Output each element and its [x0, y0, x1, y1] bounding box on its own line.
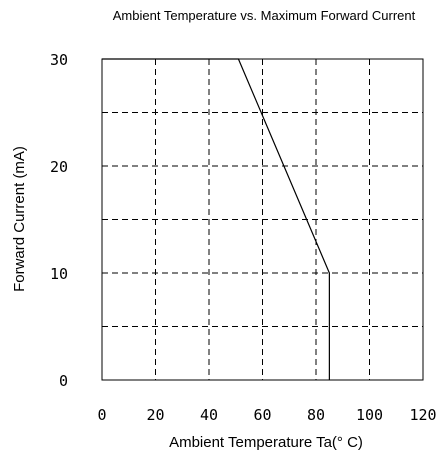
y-tick-labels: 0 10 20 30	[50, 51, 68, 390]
grid	[102, 59, 423, 380]
y-tick-label: 0	[59, 372, 68, 390]
x-tick-label: 60	[253, 406, 271, 424]
x-tick-label: 80	[307, 406, 325, 424]
y-axis-label: Forward Current (mA)	[11, 146, 28, 292]
y-tick-label: 20	[50, 158, 68, 176]
x-tick-label: 120	[409, 406, 436, 424]
y-tick-label: 30	[50, 51, 68, 69]
chart-title: Ambient Temperature vs. Maximum Forward …	[113, 8, 416, 23]
x-tick-label: 40	[200, 406, 218, 424]
x-tick-label: 0	[97, 406, 106, 424]
plot-frame	[101, 58, 424, 381]
y-tick-label: 10	[50, 265, 68, 283]
series-line	[102, 58, 330, 380]
x-tick-labels: 0 20 40 60 80 100 120	[97, 406, 436, 424]
x-tick-label: 20	[146, 406, 164, 424]
x-axis-label: Ambient Temperature Ta(° C)	[169, 434, 363, 451]
x-tick-label: 100	[356, 406, 383, 424]
series-layer	[102, 58, 330, 380]
